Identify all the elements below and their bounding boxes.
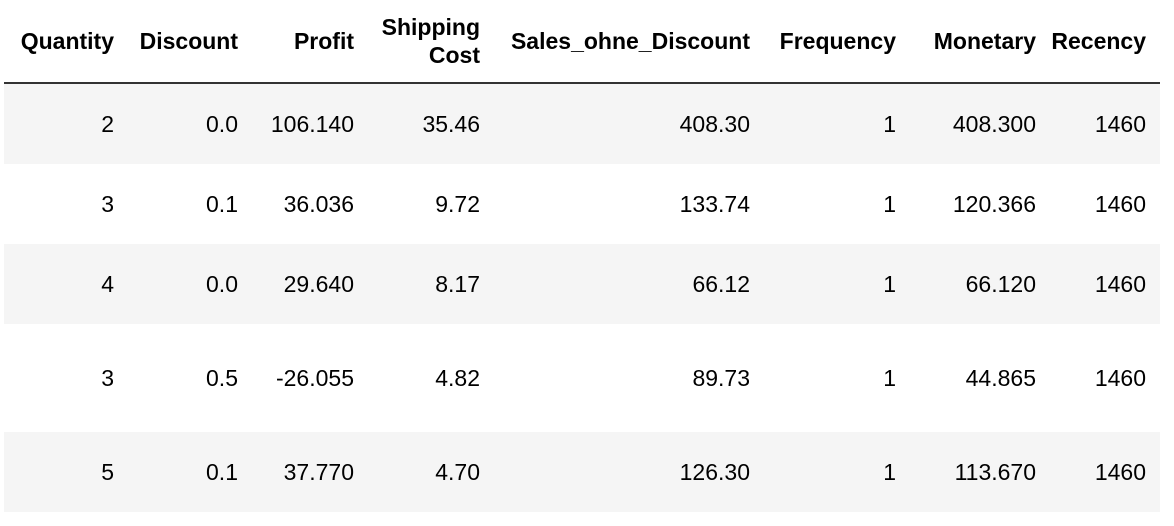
cell-discount: 0.1	[128, 164, 252, 244]
column-header-frequency: Frequency	[764, 0, 910, 84]
cell-quantity: 2	[4, 83, 128, 164]
cell-quantity: 4	[4, 244, 128, 324]
cell-monetary: 113.670	[910, 432, 1050, 512]
cell-sales-ohne-discount: 66.12	[494, 244, 764, 324]
cell-recency: 1460	[1050, 83, 1160, 164]
table-row: 5 0.1 37.770 4.70 126.30 1 113.670 1460	[4, 432, 1160, 512]
cell-sales-ohne-discount: 126.30	[494, 432, 764, 512]
dataframe-table: Quantity Discount Profit Shipping Cost S…	[4, 0, 1160, 512]
cell-profit: 29.640	[252, 244, 368, 324]
cell-profit: 106.140	[252, 83, 368, 164]
cell-sales-ohne-discount: 89.73	[494, 324, 764, 432]
cell-discount: 0.1	[128, 432, 252, 512]
dataframe-table-container: Quantity Discount Profit Shipping Cost S…	[4, 0, 1160, 512]
table-row: 3 0.1 36.036 9.72 133.74 1 120.366 1460	[4, 164, 1160, 244]
cell-monetary: 408.300	[910, 83, 1050, 164]
cell-sales-ohne-discount: 408.30	[494, 83, 764, 164]
column-header-discount: Discount	[128, 0, 252, 84]
cell-profit: 36.036	[252, 164, 368, 244]
cell-recency: 1460	[1050, 324, 1160, 432]
cell-monetary: 120.366	[910, 164, 1050, 244]
table-row: 3 0.5 -26.055 4.82 89.73 1 44.865 1460	[4, 324, 1160, 432]
cell-shipping-cost: 4.82	[368, 324, 494, 432]
cell-profit: 37.770	[252, 432, 368, 512]
cell-shipping-cost: 8.17	[368, 244, 494, 324]
cell-discount: 0.0	[128, 83, 252, 164]
cell-frequency: 1	[764, 164, 910, 244]
cell-frequency: 1	[764, 432, 910, 512]
table-row: 4 0.0 29.640 8.17 66.12 1 66.120 1460	[4, 244, 1160, 324]
cell-monetary: 66.120	[910, 244, 1050, 324]
column-header-quantity: Quantity	[4, 0, 128, 84]
column-header-shipping-cost-line1: Shipping	[381, 14, 480, 40]
cell-monetary: 44.865	[910, 324, 1050, 432]
cell-quantity: 3	[4, 324, 128, 432]
cell-frequency: 1	[764, 324, 910, 432]
cell-recency: 1460	[1050, 432, 1160, 512]
column-header-sales-ohne-discount: Sales_ohne_Discount	[494, 0, 764, 84]
cell-shipping-cost: 35.46	[368, 83, 494, 164]
cell-frequency: 1	[764, 83, 910, 164]
cell-quantity: 3	[4, 164, 128, 244]
column-header-recency: Recency	[1050, 0, 1160, 84]
cell-discount: 0.0	[128, 244, 252, 324]
cell-discount: 0.5	[128, 324, 252, 432]
cell-recency: 1460	[1050, 164, 1160, 244]
cell-frequency: 1	[764, 244, 910, 324]
cell-sales-ohne-discount: 133.74	[494, 164, 764, 244]
column-header-profit: Profit	[252, 0, 368, 84]
column-header-shipping-cost-line2: Cost	[428, 42, 480, 68]
cell-shipping-cost: 9.72	[368, 164, 494, 244]
cell-profit: -26.055	[252, 324, 368, 432]
cell-recency: 1460	[1050, 244, 1160, 324]
table-row: 2 0.0 106.140 35.46 408.30 1 408.300 146…	[4, 83, 1160, 164]
table-header-row: Quantity Discount Profit Shipping Cost S…	[4, 0, 1160, 84]
cell-quantity: 5	[4, 432, 128, 512]
column-header-monetary: Monetary	[910, 0, 1050, 84]
column-header-shipping-cost: Shipping Cost	[368, 0, 494, 84]
cell-shipping-cost: 4.70	[368, 432, 494, 512]
